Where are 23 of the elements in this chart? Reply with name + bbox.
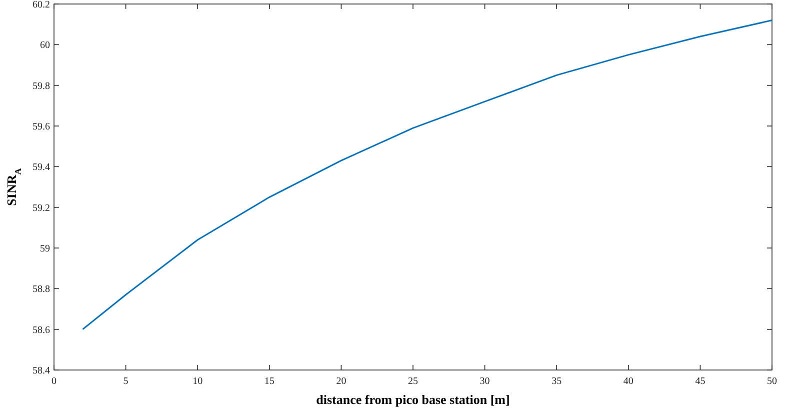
y-tick-label: 60.2 xyxy=(32,0,50,10)
y-tick-label: 59.8 xyxy=(32,80,50,92)
x-tick-label: 10 xyxy=(192,376,203,387)
x-tick-label: 25 xyxy=(408,376,418,387)
y-tick-label: 58.4 xyxy=(32,366,50,376)
x-axis-title: distance from pico base station [m] xyxy=(316,392,510,407)
x-tick-label: 35 xyxy=(552,376,562,387)
y-tick-label: 58.8 xyxy=(32,284,50,296)
y-tick-label: 59.4 xyxy=(32,162,50,174)
x-tick-label: 45 xyxy=(695,376,706,387)
x-tick-label: 30 xyxy=(480,376,490,387)
x-tick-label: 0 xyxy=(52,376,56,387)
line-series xyxy=(82,20,773,330)
y-tick-label: 59.2 xyxy=(32,202,50,214)
x-tick-label: 15 xyxy=(264,376,274,387)
y-tick-label: 59.6 xyxy=(32,122,50,132)
x-tick-label: 5 xyxy=(123,376,128,387)
x-tick-label: 20 xyxy=(336,376,346,387)
y-tick-label: 60 xyxy=(40,40,50,52)
y-tick-label: 59 xyxy=(40,244,50,254)
x-tick-label: 50 xyxy=(767,376,777,387)
y-tick-label: 58.6 xyxy=(32,324,50,336)
x-tick-label: 40 xyxy=(623,376,634,387)
